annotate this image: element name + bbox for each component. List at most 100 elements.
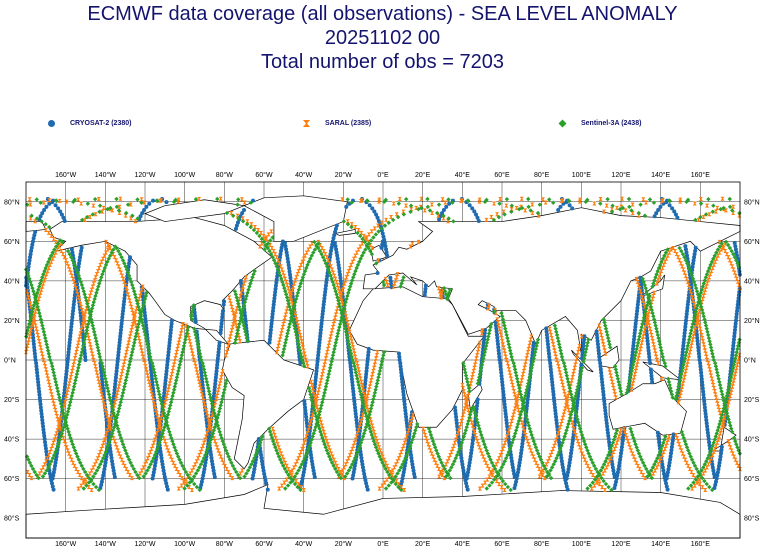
cryosat-obs [301, 470, 306, 475]
saral-obs [96, 196, 101, 201]
cryosat-obs [562, 471, 567, 476]
saral-obs [375, 350, 380, 355]
sentinel3a-obs [368, 406, 374, 411]
sentinel3a-obs [294, 293, 300, 299]
saral-obs [341, 284, 346, 289]
saral-obs [140, 351, 145, 356]
cryosat-obs [682, 334, 687, 339]
cryosat-obs [79, 245, 84, 250]
saral-obs [156, 425, 161, 430]
cryosat-obs [193, 313, 198, 318]
saral-obs [120, 273, 125, 278]
saral-obs [231, 318, 236, 323]
saral-obs [102, 437, 107, 442]
sentinel3a-obs [558, 348, 563, 353]
saral-obs [40, 351, 45, 356]
cryosat-obs [402, 399, 407, 404]
saral-obs [257, 244, 262, 249]
sentinel3a-obs [554, 332, 560, 338]
saral-obs [206, 417, 211, 422]
cryosat-obs [370, 206, 375, 211]
cryosat-obs [351, 392, 356, 397]
cryosat-obs [598, 367, 603, 372]
cryosat-obs [499, 370, 504, 375]
saral-obs [100, 443, 105, 448]
saral-obs [82, 312, 87, 317]
saral-obs [624, 436, 629, 441]
saral-obs [572, 429, 577, 434]
saral-obs [706, 361, 711, 366]
sentinel3a-obs [171, 387, 177, 392]
saral-obs [370, 372, 375, 377]
sentinel3a-obs [465, 421, 470, 427]
cryosat-obs [644, 329, 649, 334]
saral-obs [306, 428, 311, 433]
cryosat-obs [117, 343, 122, 348]
saral-obs [117, 451, 122, 456]
cryosat-obs [554, 418, 559, 423]
cryosat-obs [690, 264, 695, 269]
saral-obs [656, 361, 661, 366]
cryosat-obs [460, 462, 465, 467]
saral-obs [150, 443, 155, 448]
saral-obs [327, 337, 332, 342]
saral-obs [71, 460, 76, 465]
cryosat-obs [219, 321, 224, 326]
cryosat-obs [494, 329, 499, 334]
cryosat-obs [679, 359, 684, 364]
saral-obs [116, 384, 121, 389]
cryosat-obs [311, 465, 316, 470]
saral-obs [179, 328, 184, 333]
saral-obs [65, 261, 70, 266]
saral-obs [560, 379, 565, 384]
cryosat-obs [116, 353, 121, 358]
saral-obs [98, 262, 103, 267]
cryosat-obs [600, 380, 605, 385]
saral-obs [195, 370, 200, 375]
saral-obs [609, 207, 614, 212]
saral-obs [560, 198, 565, 203]
saral-obs [217, 451, 222, 456]
saral-obs [89, 468, 94, 473]
cryosat-obs [164, 484, 169, 489]
saral-obs [373, 356, 378, 361]
cryosat-obs [313, 381, 318, 386]
saral-obs [58, 415, 63, 420]
saral-obs [639, 292, 644, 297]
cryosat-obs [459, 456, 464, 461]
cryosat-obs [314, 365, 319, 370]
cryosat-obs [117, 340, 122, 345]
cryosat-obs [165, 356, 170, 361]
sentinel3a-obs [553, 326, 558, 331]
cryosat-obs [573, 419, 578, 424]
cryosat-obs [199, 482, 204, 487]
cryosat-obs [103, 460, 108, 465]
sentinel3a-obs [181, 343, 187, 349]
saral-obs [79, 328, 84, 333]
saral-obs [217, 381, 222, 386]
cryosat-obs [349, 370, 354, 375]
saral-obs [443, 200, 448, 205]
saral-obs [448, 453, 453, 458]
cryosat-obs [35, 376, 40, 381]
cryosat-obs [242, 313, 247, 318]
cryosat-obs [37, 395, 42, 400]
saral-obs [71, 276, 76, 281]
saral-obs [209, 415, 214, 420]
saral-obs [215, 445, 220, 450]
saral-obs [44, 272, 49, 277]
sentinel3a-obs [51, 370, 56, 375]
cryosat-obs [287, 269, 292, 274]
saral-obs [180, 325, 185, 330]
saral-obs [47, 198, 52, 203]
saral-obs [42, 462, 47, 467]
cryosat-obs [51, 198, 56, 203]
saral-obs [611, 386, 616, 391]
saral-obs [193, 364, 198, 369]
saral-obs [558, 425, 563, 430]
cryosat-obs [569, 448, 574, 453]
saral-obs [371, 368, 376, 373]
cryosat-obs [260, 462, 265, 467]
cryosat-obs [315, 362, 320, 367]
sentinel3a-obs [157, 392, 162, 397]
